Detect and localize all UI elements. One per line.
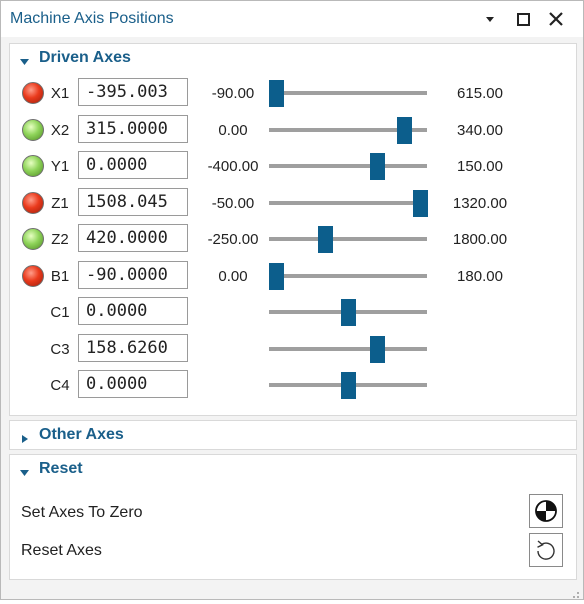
axis-value-field[interactable]: 0.0000 bbox=[78, 151, 188, 179]
expand-triangle-icon bbox=[20, 431, 30, 443]
driven-axes-panel: Driven Axes X1 -395.003 -90.00 615.00 X2 315.… bbox=[9, 43, 577, 416]
close-icon[interactable] bbox=[545, 8, 567, 30]
window-title: Machine Axis Positions bbox=[10, 10, 174, 27]
chevron-down-icon[interactable] bbox=[479, 8, 501, 30]
collapse-triangle-icon bbox=[20, 54, 30, 65]
slider-thumb[interactable] bbox=[269, 80, 284, 107]
driven-axes-header[interactable]: Driven Axes bbox=[10, 44, 576, 72]
axis-row-z1: Z1 1508.045 -50.00 1320.00 bbox=[10, 187, 576, 218]
axis-value-field[interactable]: 1508.045 bbox=[78, 187, 188, 216]
axis-value-field[interactable]: 0.0000 bbox=[78, 297, 188, 325]
other-axes-header[interactable]: Other Axes bbox=[10, 421, 576, 449]
slider-thumb[interactable] bbox=[369, 335, 385, 363]
slider-track bbox=[269, 164, 427, 168]
axis-max-label: 1800.00 bbox=[452, 231, 508, 248]
slider-thumb[interactable] bbox=[369, 153, 385, 180]
axis-position-slider[interactable] bbox=[269, 115, 429, 145]
axis-position-slider[interactable] bbox=[269, 261, 429, 291]
axis-min-label: -250.00 bbox=[207, 231, 259, 248]
reset-axes-label: Reset Axes bbox=[21, 542, 102, 559]
reset-title: Reset bbox=[39, 460, 83, 477]
status-led-icon bbox=[22, 191, 44, 214]
axis-row-x1: X1 -395.003 -90.00 615.00 bbox=[10, 78, 576, 108]
maximize-icon[interactable] bbox=[512, 8, 534, 30]
slider-track bbox=[269, 237, 427, 241]
axis-max-label: 150.00 bbox=[457, 158, 503, 175]
slider-track bbox=[269, 127, 427, 132]
axis-name-label: Z1 bbox=[51, 194, 69, 212]
axis-min-label: 0.00 bbox=[218, 267, 248, 285]
axis-max-label: 340.00 bbox=[457, 121, 503, 139]
axis-position-slider[interactable] bbox=[269, 78, 429, 108]
title-bar: Machine Axis Positions bbox=[1, 1, 583, 37]
reset-panel: Reset Set Axes To Zero Reset Axes bbox=[9, 454, 577, 580]
resize-grip-icon[interactable] bbox=[570, 586, 580, 598]
axis-name-label: C4 bbox=[50, 377, 70, 394]
undo-arrow-icon bbox=[537, 540, 555, 560]
slider-track bbox=[269, 200, 427, 205]
axis-min-label: -90.00 bbox=[211, 85, 255, 102]
slider-thumb[interactable] bbox=[413, 189, 428, 217]
axis-name-label: Y1 bbox=[50, 158, 70, 175]
status-led-icon bbox=[22, 155, 44, 177]
axis-row-z2: Z2 420.0000 -250.00 1800.00 bbox=[10, 224, 576, 254]
axis-name-label: C1 bbox=[50, 304, 70, 321]
axis-position-slider[interactable] bbox=[269, 334, 429, 364]
axis-max-label: 1320.00 bbox=[452, 194, 508, 212]
axis-row-c4: C4 0.0000 bbox=[10, 370, 576, 400]
zero-target-icon bbox=[535, 500, 557, 522]
axis-row-x2: X2 315.0000 0.00 340.00 bbox=[10, 114, 576, 145]
other-axes-panel: Other Axes bbox=[9, 420, 577, 450]
other-axes-title: Other Axes bbox=[39, 426, 124, 443]
status-led-icon bbox=[22, 264, 44, 287]
axis-name-label: X1 bbox=[50, 85, 70, 102]
axis-value-field[interactable]: -395.003 bbox=[78, 78, 188, 106]
axis-row-b1: B1 -90.0000 0.00 180.00 bbox=[10, 260, 576, 291]
axis-position-slider[interactable] bbox=[269, 151, 429, 181]
axis-position-slider[interactable] bbox=[269, 297, 429, 327]
status-led-icon bbox=[22, 118, 44, 141]
axis-min-label: -400.00 bbox=[207, 158, 259, 175]
axis-min-label: 0.00 bbox=[218, 121, 248, 139]
axis-name-label: B1 bbox=[50, 267, 70, 285]
axis-name-label: Z2 bbox=[51, 231, 69, 248]
axis-max-label: 180.00 bbox=[457, 267, 503, 285]
axis-value-field[interactable]: 315.0000 bbox=[78, 114, 188, 143]
collapse-triangle-icon bbox=[20, 465, 30, 476]
axis-row-c3: C3 158.6260 bbox=[10, 333, 576, 364]
status-led-icon bbox=[22, 82, 44, 104]
axis-min-label: -50.00 bbox=[211, 194, 255, 212]
axis-value-field[interactable]: 420.0000 bbox=[78, 224, 188, 252]
axis-value-field[interactable]: 158.6260 bbox=[78, 333, 188, 362]
axis-position-slider[interactable] bbox=[269, 224, 429, 254]
slider-thumb[interactable] bbox=[397, 116, 413, 144]
slider-track bbox=[269, 346, 427, 351]
axis-value-field[interactable]: -90.0000 bbox=[78, 260, 188, 289]
reset-axes-button[interactable] bbox=[529, 533, 563, 567]
axis-row-c1: C1 0.0000 bbox=[10, 297, 576, 327]
axis-position-slider[interactable] bbox=[269, 370, 429, 400]
axis-name-label: X2 bbox=[50, 121, 70, 139]
axis-name-label: C3 bbox=[50, 340, 70, 358]
axis-row-y1: Y1 0.0000 -400.00 150.00 bbox=[10, 151, 576, 181]
slider-thumb[interactable] bbox=[341, 299, 356, 326]
slider-track bbox=[269, 91, 427, 95]
axis-position-slider[interactable] bbox=[269, 188, 429, 218]
axis-value-field[interactable]: 0.0000 bbox=[78, 370, 188, 398]
status-led-icon bbox=[22, 228, 44, 250]
slider-thumb[interactable] bbox=[341, 372, 356, 399]
set-axes-to-zero-label: Set Axes To Zero bbox=[21, 504, 143, 521]
slider-thumb[interactable] bbox=[269, 262, 284, 290]
axis-max-label: 615.00 bbox=[457, 85, 503, 102]
set-axes-to-zero-button[interactable] bbox=[529, 494, 563, 528]
slider-thumb[interactable] bbox=[317, 226, 333, 253]
slider-track bbox=[269, 273, 427, 278]
driven-axes-title: Driven Axes bbox=[39, 49, 131, 66]
reset-header[interactable]: Reset bbox=[10, 455, 576, 483]
